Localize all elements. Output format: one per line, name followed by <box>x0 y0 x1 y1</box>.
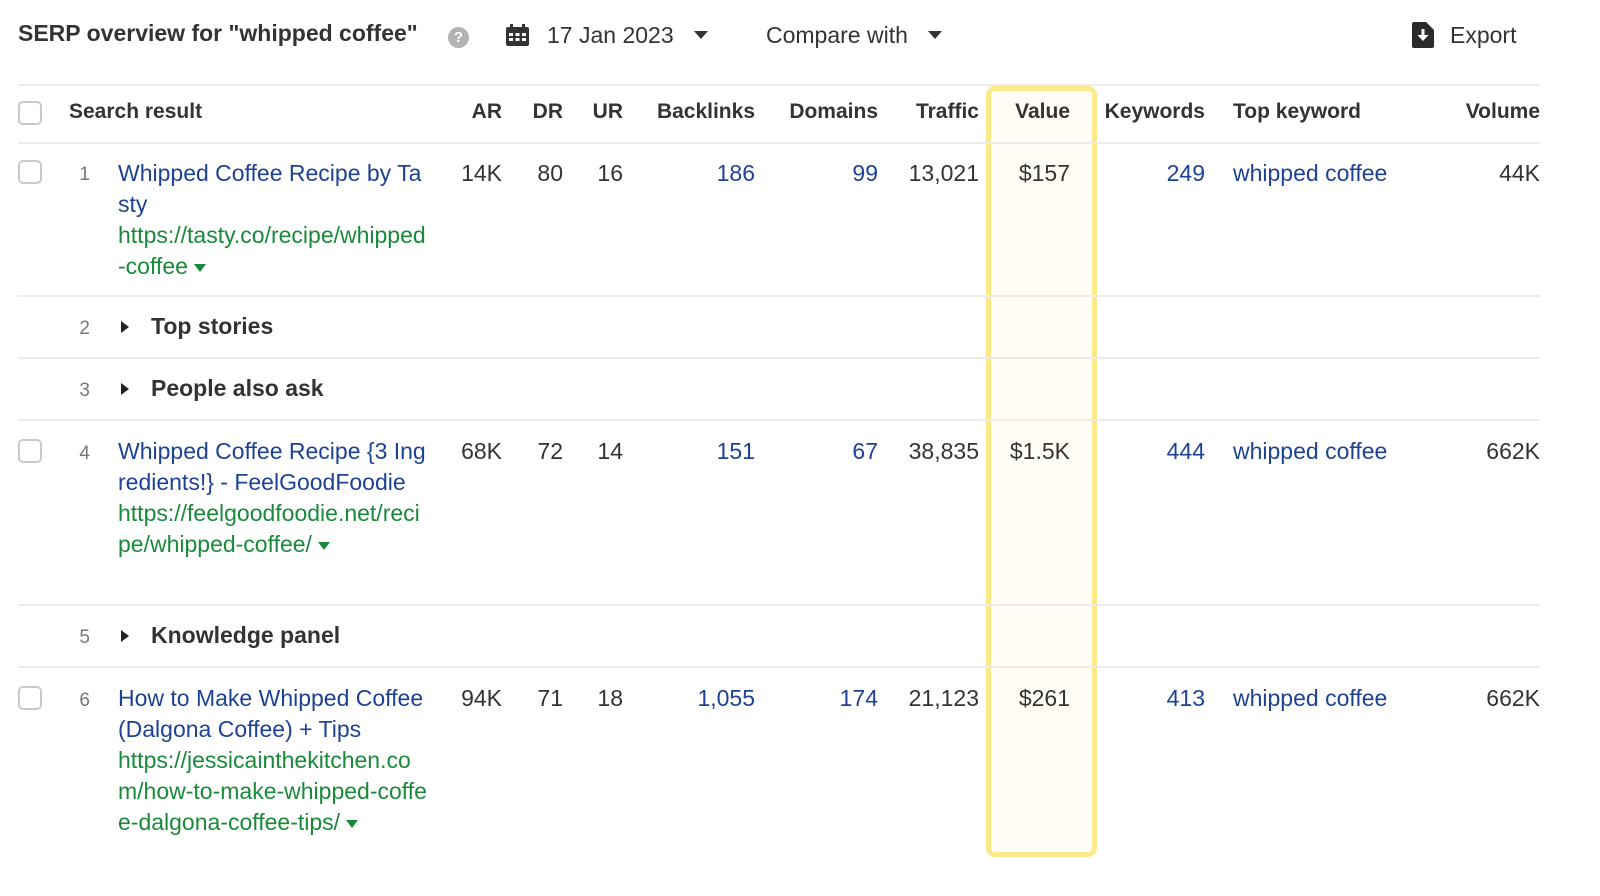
domains-link[interactable]: 174 <box>839 685 878 711</box>
ar-value: 14K <box>461 160 502 186</box>
serp-feature-label: Top stories <box>151 313 274 339</box>
divider <box>18 142 1540 144</box>
result-link[interactable]: How to Make Whipped Coffee (Dalgona Coff… <box>118 683 428 838</box>
top-keyword-link[interactable]: whipped coffee <box>1233 685 1388 711</box>
volume-value: 44K <box>1499 160 1540 186</box>
row-position: 4 <box>79 443 90 464</box>
caret-right-icon <box>121 629 129 642</box>
divider <box>18 295 1540 297</box>
row-position: 3 <box>79 380 90 401</box>
select-all-checkbox[interactable] <box>18 101 42 125</box>
row-checkbox[interactable] <box>18 160 42 184</box>
divider <box>18 666 1540 668</box>
result-link[interactable]: Whipped Coffee Recipe {3 Ingredients!} -… <box>118 436 428 560</box>
ur-value: 18 <box>597 685 623 711</box>
traffic-value: 21,123 <box>908 685 979 711</box>
row-checkbox[interactable] <box>18 439 42 463</box>
chevron-down-icon <box>927 31 942 39</box>
traffic-value: 13,021 <box>908 160 979 186</box>
export-button[interactable]: Export <box>1412 18 1516 52</box>
caret-right-icon <box>121 320 129 333</box>
dr-value: 72 <box>537 438 563 464</box>
column-header-volume[interactable]: Volume <box>1465 100 1540 123</box>
page-title: SERP overview for "whipped coffee" <box>18 20 418 46</box>
column-header-value[interactable]: Value <box>1015 100 1070 123</box>
column-header-search-result[interactable]: Search result <box>69 100 203 123</box>
result-url[interactable]: https://feelgoodfoodie.net/recipe/whippe… <box>118 500 420 557</box>
ar-value: 68K <box>461 438 502 464</box>
chevron-down-icon <box>693 31 708 39</box>
row-position: 1 <box>79 164 90 185</box>
value-amount: $261 <box>1018 685 1070 711</box>
result-title[interactable]: Whipped Coffee Recipe by Tasty <box>118 160 422 217</box>
column-header-backlinks[interactable]: Backlinks <box>656 100 755 123</box>
calendar-icon <box>506 24 529 46</box>
serp-feature-label: People also ask <box>151 375 324 401</box>
date-label: 17 Jan 2023 <box>547 21 674 48</box>
backlinks-link[interactable]: 1,055 <box>697 685 755 711</box>
help-icon[interactable]: ? <box>448 27 469 48</box>
column-header-traffic[interactable]: Traffic <box>915 100 979 123</box>
url-menu-caret-icon[interactable] <box>193 263 206 272</box>
dr-value: 71 <box>537 685 563 711</box>
domains-link[interactable]: 99 <box>852 160 878 186</box>
ar-value: 94K <box>461 685 502 711</box>
divider <box>18 419 1540 421</box>
export-label: Export <box>1450 21 1517 48</box>
dr-value: 80 <box>537 160 563 186</box>
column-header-dr[interactable]: DR <box>532 100 563 123</box>
divider <box>18 604 1540 606</box>
compare-label: Compare with <box>766 21 908 48</box>
ur-value: 14 <box>597 438 623 464</box>
result-title[interactable]: How to Make Whipped Coffee (Dalgona Coff… <box>118 685 424 742</box>
keywords-link[interactable]: 413 <box>1166 685 1205 711</box>
serp-feature-toggle[interactable]: Top stories <box>118 313 273 340</box>
value-column-highlight <box>986 86 1097 857</box>
compare-with-dropdown[interactable]: Compare with <box>766 18 942 52</box>
value-amount: $157 <box>1018 160 1070 186</box>
divider <box>18 357 1540 359</box>
domains-link[interactable]: 67 <box>852 438 878 464</box>
top-keyword-link[interactable]: whipped coffee <box>1233 160 1388 186</box>
date-picker[interactable]: 17 Jan 2023 <box>506 18 708 52</box>
column-header-keywords[interactable]: Keywords <box>1104 100 1205 123</box>
value-amount: $1.5K <box>1009 438 1070 464</box>
top-keyword-link[interactable]: whipped coffee <box>1233 438 1388 464</box>
top-bar: SERP overview for "whipped coffee" ? 17 … <box>0 0 1600 72</box>
ur-value: 16 <box>597 160 623 186</box>
backlinks-link[interactable]: 186 <box>716 160 755 186</box>
volume-value: 662K <box>1486 438 1540 464</box>
traffic-value: 38,835 <box>908 438 979 464</box>
result-title[interactable]: Whipped Coffee Recipe {3 Ingredients!} -… <box>118 438 426 495</box>
column-header-ur[interactable]: UR <box>592 100 623 123</box>
file-download-icon <box>1412 22 1434 48</box>
column-header-ar[interactable]: AR <box>471 100 502 123</box>
result-url[interactable]: https://tasty.co/recipe/whipped-coffee <box>118 222 426 279</box>
keywords-link[interactable]: 249 <box>1166 160 1205 186</box>
column-header-domains[interactable]: Domains <box>789 100 878 123</box>
result-link[interactable]: Whipped Coffee Recipe by Tasty https://t… <box>118 158 428 282</box>
result-url[interactable]: https://jessicainthekitchen.com/how-to-m… <box>118 747 427 835</box>
keywords-link[interactable]: 444 <box>1166 438 1205 464</box>
serp-feature-toggle[interactable]: People also ask <box>118 375 324 402</box>
row-position: 2 <box>79 318 90 339</box>
volume-value: 662K <box>1486 685 1540 711</box>
serp-feature-label: Knowledge panel <box>151 622 341 648</box>
url-menu-caret-icon[interactable] <box>346 819 359 828</box>
url-menu-caret-icon[interactable] <box>317 541 330 550</box>
row-position: 6 <box>79 690 90 711</box>
row-position: 5 <box>79 627 90 648</box>
column-header-top-keyword[interactable]: Top keyword <box>1233 100 1361 123</box>
caret-right-icon <box>121 382 129 395</box>
row-checkbox[interactable] <box>18 686 42 710</box>
serp-feature-toggle[interactable]: Knowledge panel <box>118 622 340 649</box>
backlinks-link[interactable]: 151 <box>716 438 755 464</box>
divider <box>18 84 1540 86</box>
